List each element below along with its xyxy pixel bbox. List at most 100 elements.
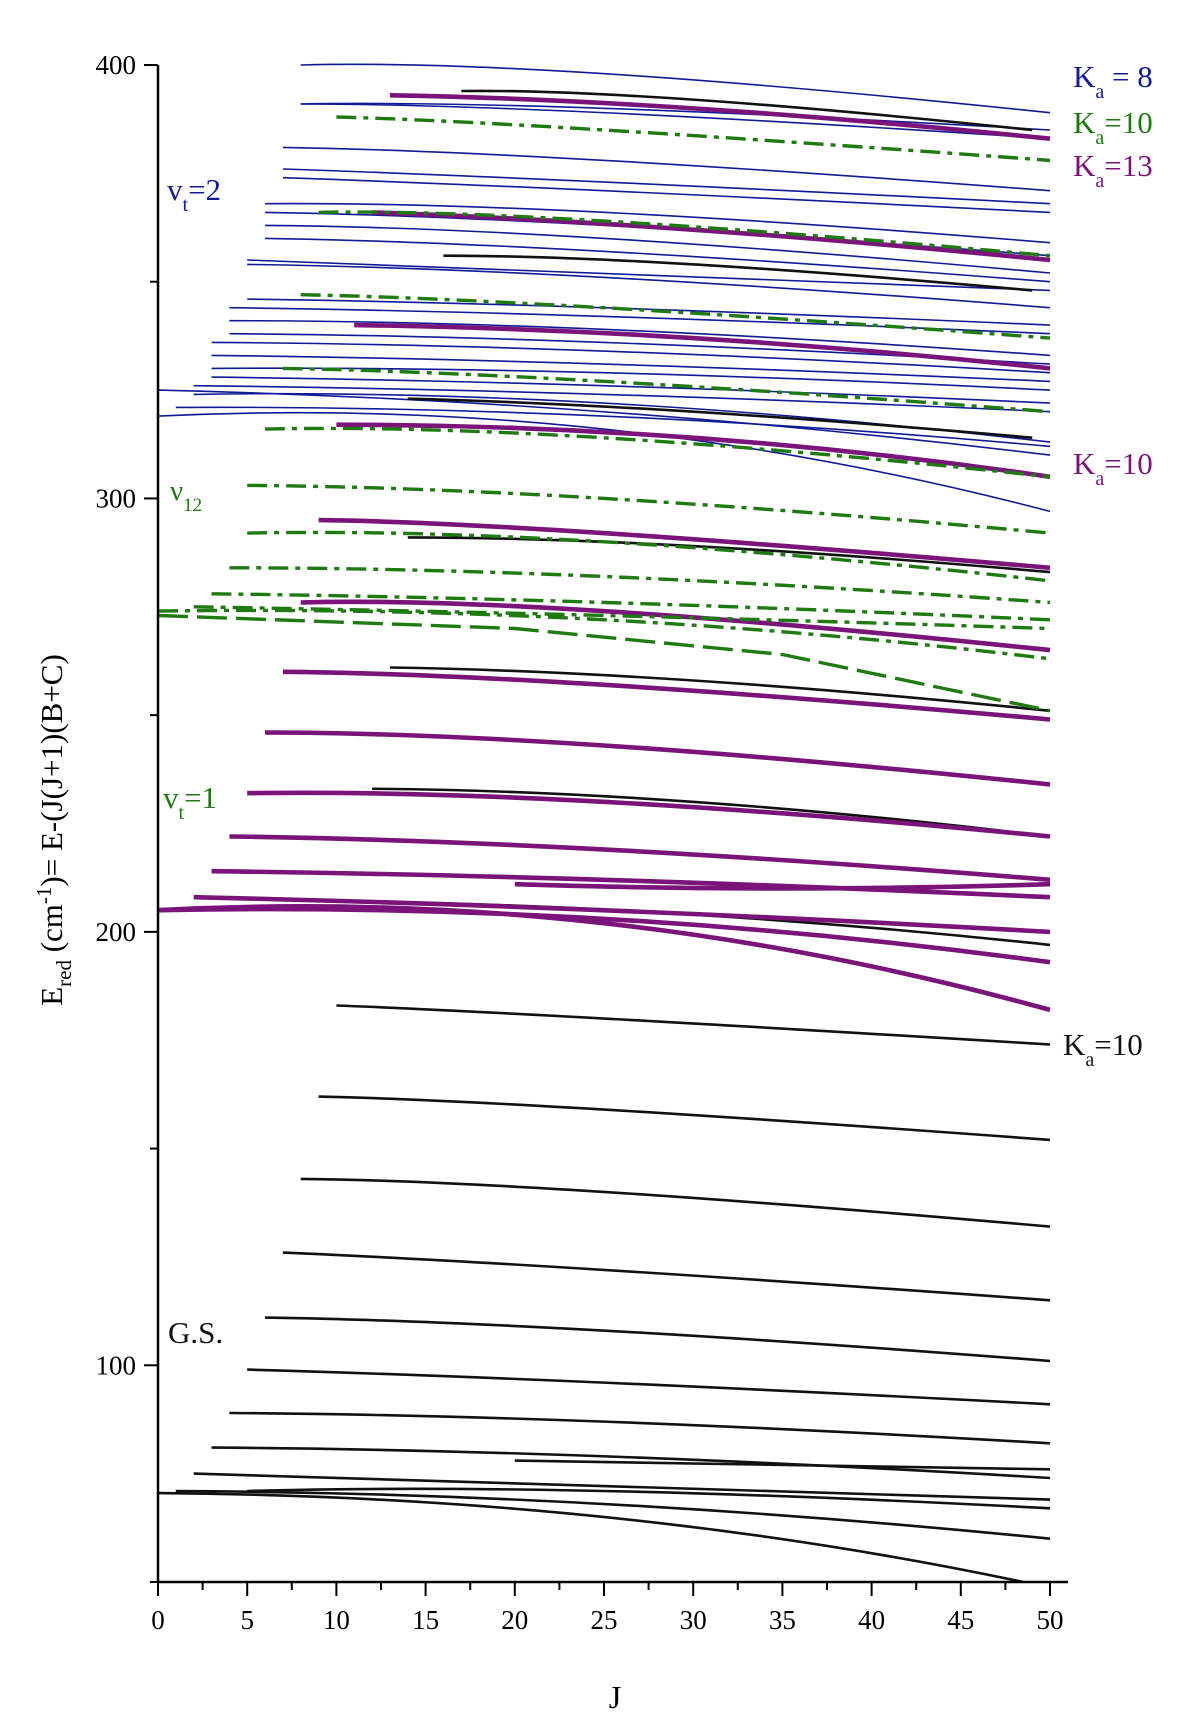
series-line-gs	[300, 1177, 1051, 1228]
annotation-rest: =10	[1104, 446, 1152, 481]
x-tick-label: 40	[858, 1605, 885, 1635]
x-tick-label: 35	[769, 1605, 796, 1635]
series-line-gs	[247, 1487, 1051, 1510]
series-line-gs	[229, 1411, 1051, 1445]
series-line-vt1	[514, 881, 1051, 891]
series-line-gs	[282, 1251, 1051, 1302]
annotation-sub: a	[1085, 1049, 1094, 1071]
y-tick-label: 400	[96, 50, 137, 80]
y-axis-label-sub: red	[52, 960, 76, 987]
annotation-main: K	[1063, 1027, 1086, 1062]
series-line-vt1	[193, 894, 1051, 935]
annotation-sub: a	[1095, 81, 1104, 103]
annotation-main: ν	[170, 475, 183, 507]
series-line-v12	[229, 566, 1051, 605]
series-line-v12	[157, 613, 1051, 713]
y-tick-label: 300	[96, 483, 137, 513]
series-line-vt2	[282, 146, 1051, 192]
series-layer	[157, 63, 1051, 1584]
series-line-gs	[318, 1095, 1051, 1142]
series-line-gs	[514, 1459, 1051, 1471]
annotation-sub: t	[183, 194, 189, 216]
series-line-vt2	[282, 176, 1051, 214]
annotation-main: K	[1073, 446, 1096, 481]
series-line-vt2	[229, 319, 1051, 357]
series-line-vt2	[247, 259, 1051, 292]
series-line-vt2	[282, 168, 1051, 205]
series-line-vt2	[211, 354, 1051, 383]
series-line-vt2	[157, 389, 1051, 456]
series-line-vt1	[247, 790, 1051, 839]
series-line-v12	[247, 483, 1051, 535]
series-line-gs	[389, 666, 1051, 713]
series-line-vt1	[282, 669, 1051, 722]
x-tick-label: 10	[323, 1605, 350, 1635]
series-line-vt1	[336, 422, 1051, 480]
tick-layer: 0 5 10 15 20 25 30 35 40 45 50 100 200 300 400	[96, 50, 1064, 1635]
series-line-vt2	[264, 237, 1051, 283]
series-line-gs	[211, 1446, 1051, 1480]
annotation-main: K	[1073, 148, 1096, 183]
series-line-vt2	[264, 224, 1051, 274]
y-axis-label-sup: -1	[32, 887, 56, 905]
series-line-vt1	[157, 904, 1051, 1013]
series-line-vt2	[264, 202, 1051, 244]
series-line-gs	[193, 1472, 1051, 1501]
series-line-vt2	[193, 384, 1051, 413]
series-line-v12	[264, 426, 1051, 479]
series-line-vt2	[211, 376, 1051, 404]
annotation-ka8: Ka = 8	[1073, 59, 1153, 103]
series-line-v12	[300, 293, 1051, 340]
series-line-vt1	[372, 210, 1051, 263]
y-axis-label-part: )= E-(J(J+1)(B+C)	[34, 654, 69, 886]
annotation-main: G.S.	[168, 1315, 223, 1350]
series-line-vt1	[157, 906, 1051, 965]
series-line-gs	[443, 254, 1033, 292]
annotation-rest: =10	[1094, 1027, 1142, 1062]
series-line-vt1	[229, 834, 1051, 883]
annotation-rest: =1	[184, 780, 217, 815]
annotation-sub: a	[1095, 170, 1104, 192]
series-line-vt1	[354, 322, 1051, 371]
x-tick-label: 45	[947, 1605, 974, 1635]
series-line-vt2	[229, 332, 1051, 365]
series-line-vt2	[211, 367, 1051, 391]
x-tick-label: 0	[151, 1605, 165, 1635]
series-line-gs	[157, 1491, 1024, 1584]
series-line-vt2	[211, 341, 1051, 374]
series-line-vt1	[318, 517, 1051, 571]
y-axis-label-part: E	[34, 987, 69, 1006]
annotation-rest: = 8	[1104, 59, 1152, 94]
series-line-vt1	[211, 868, 1051, 900]
annotation-vt1: vt=1	[163, 780, 217, 824]
series-line-v12	[211, 592, 1051, 622]
series-line-vt2	[175, 406, 1051, 448]
annotation-main: v	[163, 780, 179, 815]
series-line-vt2	[300, 63, 1051, 114]
series-line-v12	[157, 608, 1051, 661]
series-line-v12	[318, 210, 1051, 258]
series-line-gs	[247, 1368, 1051, 1406]
series-line-vt2	[157, 411, 1051, 513]
series-line-v12	[336, 115, 1051, 163]
series-line-vt2	[247, 298, 1051, 326]
annotation-ka10-green: Ka=10	[1073, 105, 1153, 149]
x-tick-label: 5	[240, 1605, 254, 1635]
annotation-ka10-purple: Ka=10	[1073, 446, 1153, 490]
series-line-gs	[336, 1004, 1051, 1046]
annotation-vt2: vt=2	[167, 172, 221, 216]
annotation-v12: ν12	[170, 475, 202, 516]
x-tick-label: 15	[412, 1605, 439, 1635]
annotation-main: K	[1073, 59, 1096, 94]
series-line-v12	[247, 530, 1051, 583]
x-tick-label: 30	[680, 1605, 707, 1635]
annotation-rest: =2	[188, 172, 221, 207]
annotation-main: v	[167, 172, 183, 207]
annotation-sub: 12	[183, 495, 202, 516]
annotation-sub: a	[1095, 468, 1104, 490]
series-line-vt1	[264, 730, 1051, 787]
annotation-main: K	[1073, 105, 1096, 140]
annotation-sub: t	[179, 802, 185, 824]
